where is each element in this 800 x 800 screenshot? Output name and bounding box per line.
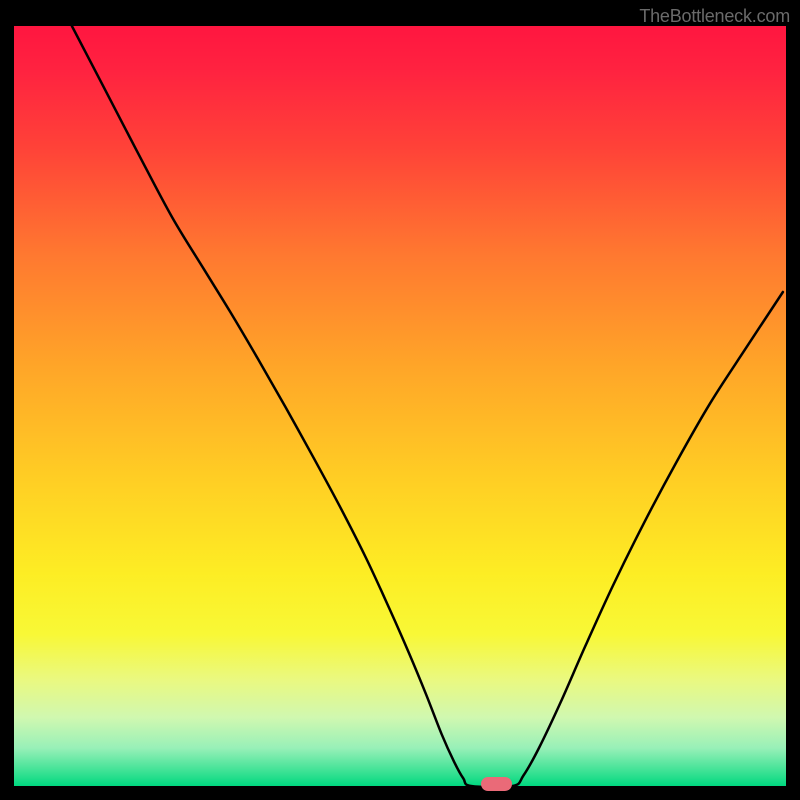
watermark-text: TheBottleneck.com [639, 6, 790, 27]
chart-plot-area [14, 26, 786, 786]
optimal-marker [481, 777, 512, 791]
bottleneck-curve [14, 26, 786, 786]
curve-path [72, 26, 783, 786]
